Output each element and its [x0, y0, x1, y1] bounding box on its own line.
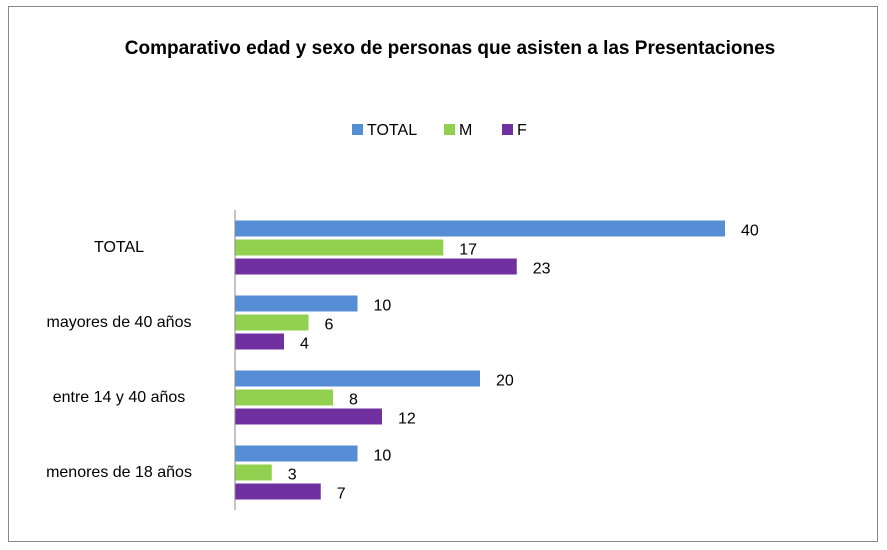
- bar: [235, 483, 321, 500]
- data-label: 23: [533, 261, 551, 278]
- bar: [235, 220, 725, 237]
- data-label: 4: [300, 336, 309, 353]
- y-tick-label: TOTAL: [93, 238, 145, 256]
- chart-title: Comparativo edad y sexo de personas que …: [124, 38, 776, 59]
- data-label: 6: [325, 317, 334, 334]
- data-label: 3: [288, 467, 297, 484]
- data-label: 10: [374, 448, 392, 465]
- bar: [235, 295, 358, 312]
- data-label: 7: [337, 486, 346, 503]
- y-tick-label: menores de 18 años: [46, 463, 192, 481]
- data-label: 12: [398, 411, 416, 428]
- data-label: 40: [741, 223, 759, 240]
- data-label: 17: [459, 242, 477, 259]
- bar: [235, 333, 284, 350]
- legend-label: M: [459, 122, 472, 139]
- bar: [235, 258, 517, 275]
- y-tick-label: mayores de 40 años: [46, 313, 192, 331]
- y-tick-label: entre 14 y 40 años: [52, 388, 186, 406]
- legend-label: TOTAL: [367, 122, 417, 139]
- bar: [235, 445, 358, 462]
- bar: [235, 408, 382, 425]
- bar: [235, 370, 480, 387]
- legend-swatch: [444, 124, 455, 135]
- legend-swatch: [352, 124, 363, 135]
- bar: [235, 239, 444, 256]
- data-label: 8: [349, 392, 358, 409]
- legend-label: F: [517, 122, 527, 139]
- bar: [235, 314, 309, 331]
- bar: [235, 464, 272, 481]
- bar: [235, 389, 333, 406]
- legend-swatch: [502, 124, 513, 135]
- data-label: 10: [374, 298, 392, 315]
- data-label: 20: [496, 373, 514, 390]
- chart-frame: [8, 6, 878, 542]
